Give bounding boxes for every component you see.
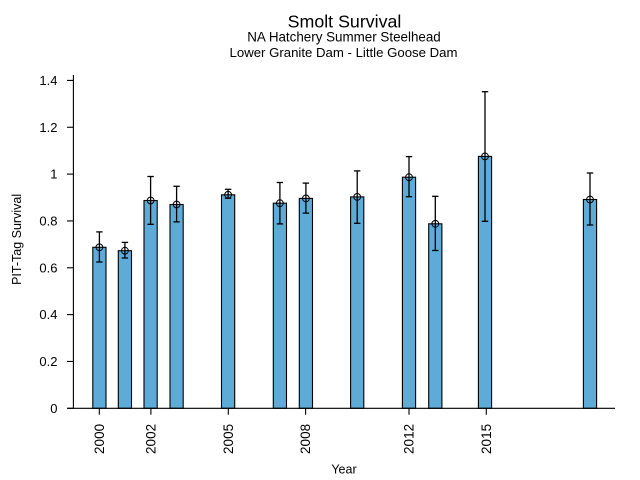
svg-text:0.6: 0.6 [39,260,57,275]
svg-text:2005: 2005 [221,424,236,454]
svg-text:2002: 2002 [144,424,159,454]
svg-text:0.2: 0.2 [39,354,57,369]
svg-text:2008: 2008 [298,424,313,454]
svg-text:2000: 2000 [92,424,107,454]
svg-text:2012: 2012 [402,424,417,454]
svg-text:1.2: 1.2 [39,120,57,135]
svg-text:Lower Granite Dam - Little Goo: Lower Granite Dam - Little Goose Dam [230,45,458,60]
svg-text:Smolt Survival: Smolt Survival [288,11,402,31]
svg-text:1: 1 [50,167,57,182]
svg-text:2015: 2015 [479,424,494,454]
svg-text:Year: Year [331,463,356,477]
svg-text:0: 0 [50,401,57,416]
svg-text:0.4: 0.4 [39,307,57,322]
svg-text:0.8: 0.8 [39,214,57,229]
svg-text:PIT-Tag Survival: PIT-Tag Survival [10,194,24,285]
svg-text:1.4: 1.4 [39,73,57,88]
svg-text:NA Hatchery Summer Steelhead: NA Hatchery Summer Steelhead [247,30,441,45]
